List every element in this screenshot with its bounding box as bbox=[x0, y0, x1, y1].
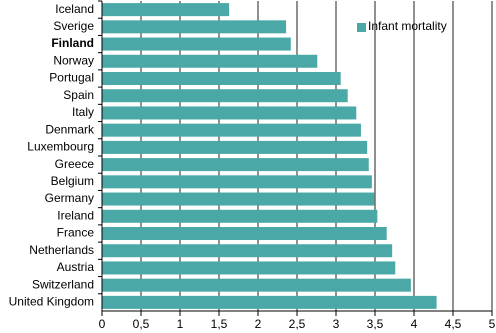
bar bbox=[102, 227, 387, 240]
bar bbox=[102, 37, 291, 51]
legend-swatch bbox=[357, 23, 366, 32]
y-tick-label: Netherlands bbox=[29, 243, 94, 257]
x-tick-label: 0 bbox=[99, 317, 106, 331]
x-tick-label: 2,5 bbox=[289, 317, 306, 331]
bar bbox=[102, 89, 348, 103]
bar bbox=[102, 54, 318, 68]
bar bbox=[102, 244, 393, 258]
y-tick-label: Iceland bbox=[55, 2, 94, 16]
y-tick-label: Portugal bbox=[49, 71, 94, 85]
y-tick-label: Belgium bbox=[51, 174, 94, 188]
bar bbox=[102, 192, 375, 206]
bar bbox=[102, 175, 372, 189]
bar bbox=[102, 106, 357, 120]
y-tick-label: United Kingdom bbox=[9, 295, 94, 309]
x-tick-label: 2 bbox=[255, 317, 262, 331]
x-tick-label: 3,5 bbox=[367, 317, 384, 331]
y-tick-label: Spain bbox=[63, 88, 94, 102]
bar bbox=[102, 261, 396, 275]
bar bbox=[102, 140, 368, 154]
y-tick-label: Switzerland bbox=[32, 277, 94, 291]
bar bbox=[102, 278, 411, 292]
x-tick-label: 1 bbox=[177, 317, 184, 331]
bar bbox=[102, 158, 369, 172]
y-tick-label: Ireland bbox=[57, 208, 94, 222]
bar bbox=[102, 72, 341, 85]
y-tick-label: Luxembourg bbox=[27, 140, 94, 154]
y-tick-label: France bbox=[57, 226, 95, 240]
x-tick-label: 0,5 bbox=[133, 317, 150, 331]
x-tick-label: 4 bbox=[411, 317, 418, 331]
y-tick-label: Austria bbox=[57, 260, 95, 274]
y-tick-label: Finland bbox=[51, 36, 94, 50]
y-tick-label: Norway bbox=[53, 53, 94, 67]
y-tick-label: Denmark bbox=[45, 122, 95, 136]
x-tick-label: 1,5 bbox=[211, 317, 228, 331]
bar bbox=[102, 209, 378, 223]
bar bbox=[102, 3, 230, 17]
y-tick-label: Greece bbox=[55, 157, 95, 171]
x-tick-label: 5 bbox=[489, 317, 496, 331]
y-tick-label: Sverige bbox=[53, 19, 94, 33]
bar bbox=[102, 123, 361, 137]
y-tick-label: Italy bbox=[72, 105, 94, 119]
bar bbox=[102, 295, 437, 309]
legend-label: Infant mortality bbox=[368, 19, 447, 33]
x-tick-label: 3 bbox=[333, 317, 340, 331]
y-tick-label: Germany bbox=[45, 191, 94, 205]
bar bbox=[102, 20, 287, 34]
x-tick-label: 4,5 bbox=[445, 317, 462, 331]
